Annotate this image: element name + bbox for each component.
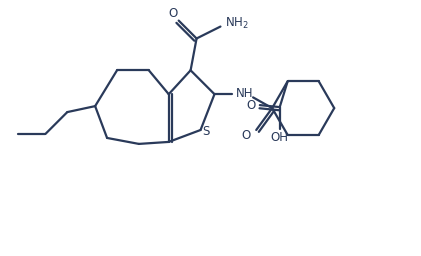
Text: O: O bbox=[168, 7, 177, 20]
Text: NH$_2$: NH$_2$ bbox=[225, 16, 249, 31]
Text: O: O bbox=[242, 130, 251, 142]
Text: O: O bbox=[246, 99, 256, 112]
Text: OH: OH bbox=[271, 131, 289, 144]
Text: NH: NH bbox=[236, 87, 253, 100]
Text: S: S bbox=[203, 125, 210, 138]
